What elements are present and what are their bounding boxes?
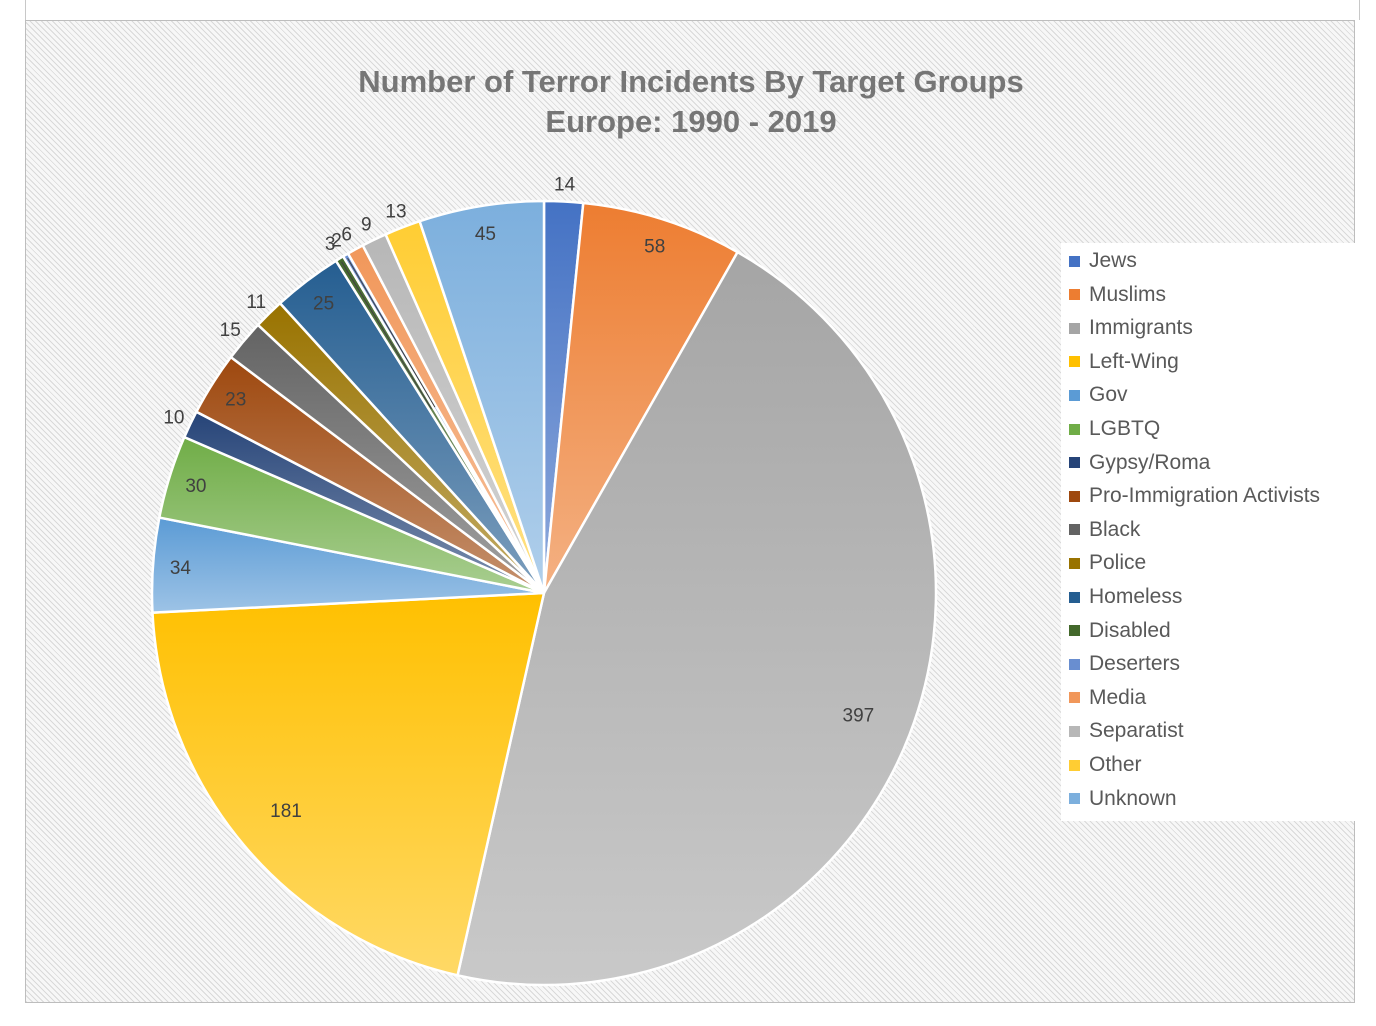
legend-label: Homeless <box>1089 585 1183 608</box>
data-label-muslims: 58 <box>644 237 665 258</box>
pie-slices <box>150 199 938 987</box>
pie-chart: Number of Terror Incidents By Target Gro… <box>150 64 1024 987</box>
legend-label: Other <box>1089 753 1142 776</box>
legend-swatch <box>1069 759 1080 771</box>
data-label-other: 13 <box>385 202 406 223</box>
legend-label: Gov <box>1089 383 1128 407</box>
legend-item-separatist[interactable]: Separatist <box>1069 718 1184 744</box>
data-label-left-wing: 181 <box>270 801 302 822</box>
legend-label: Deserters <box>1089 652 1181 676</box>
data-label-police: 11 <box>246 292 266 313</box>
legend-item-gov[interactable]: Gov <box>1069 382 1128 408</box>
pie-slice-left-wing[interactable] <box>151 591 546 977</box>
legend-swatch <box>1069 591 1080 603</box>
legend-swatch <box>1069 356 1080 368</box>
legend-label: Separatist <box>1089 719 1184 743</box>
legend-label: Left-Wing <box>1089 349 1179 373</box>
data-label-disabled: 3 <box>325 234 336 255</box>
legend-swatch <box>1069 255 1080 267</box>
chart-legend: Jews Muslims Immigrants Left-Wing Gov LGBTQ Gy… <box>1061 243 1361 821</box>
data-label-separatist: 9 <box>361 215 372 236</box>
legend-item-disabled[interactable]: Disabled <box>1069 618 1171 644</box>
document-page-frame <box>25 0 1360 20</box>
data-label-gypsy-roma: 10 <box>163 408 184 429</box>
legend-swatch <box>1069 557 1080 569</box>
legend-label: Immigrants <box>1089 316 1193 340</box>
data-label-deserters: 2 <box>331 230 342 251</box>
legend-item-jews[interactable]: Jews <box>1069 248 1137 274</box>
data-label-lgbtq: 30 <box>185 476 206 497</box>
legend-item-lgbtq[interactable]: LGBTQ <box>1069 416 1160 442</box>
legend-swatch <box>1069 692 1080 704</box>
legend-label: Muslims <box>1089 282 1166 306</box>
legend-item-media[interactable]: Media <box>1069 685 1146 711</box>
data-label-media: 6 <box>341 225 352 246</box>
data-label-black: 15 <box>220 320 241 341</box>
legend-item-black[interactable]: Black <box>1069 517 1140 543</box>
legend-swatch <box>1069 322 1080 334</box>
legend-item-police[interactable]: Police <box>1069 550 1146 576</box>
data-label-gov: 34 <box>170 558 192 579</box>
leader-line <box>347 258 436 408</box>
legend-label: Gypsy/Roma <box>1089 450 1211 474</box>
legend-swatch <box>1069 658 1080 670</box>
legend-item-gypsy-roma[interactable]: Gypsy/Roma <box>1069 450 1210 476</box>
legend-item-immigrants[interactable]: Immigrants <box>1069 315 1193 341</box>
legend-swatch <box>1069 524 1080 536</box>
pie-slice-immigrants[interactable] <box>456 250 938 987</box>
data-label-pro-immigration-activists: 23 <box>225 389 246 410</box>
legend-label: Disabled <box>1089 618 1171 642</box>
pie-slice-muslims[interactable] <box>542 201 740 594</box>
legend-swatch <box>1069 457 1080 469</box>
legend-label: Black <box>1089 517 1141 541</box>
legend-swatch <box>1069 289 1080 301</box>
legend-item-other[interactable]: Other <box>1069 752 1142 778</box>
legend-label: Jews <box>1089 249 1137 272</box>
legend-swatch <box>1069 389 1080 401</box>
legend-item-muslims[interactable]: Muslims <box>1069 282 1166 308</box>
pie-slice-unknown[interactable] <box>418 199 546 594</box>
legend-item-homeless[interactable]: Homeless <box>1069 584 1182 610</box>
legend-item-unknown[interactable]: Unknown <box>1069 786 1177 812</box>
legend-item-pro-immigration-activists[interactable]: Pro-Immigration Activists <box>1069 483 1320 509</box>
legend-swatch <box>1069 423 1080 435</box>
legend-label: Media <box>1089 685 1147 709</box>
legend-label: Unknown <box>1089 786 1177 810</box>
legend-swatch <box>1069 793 1080 805</box>
chart-title: Number of Terror Incidents By Target Gro… <box>358 64 1023 99</box>
legend-swatch <box>1069 490 1080 502</box>
chart-area[interactable]: Number of Terror Incidents By Target Gro… <box>25 20 1361 1003</box>
data-label-unknown: 45 <box>475 224 496 245</box>
data-label-jews: 14 <box>554 175 576 196</box>
leader-line <box>341 261 432 410</box>
legend-swatch <box>1069 625 1080 637</box>
legend-item-left-wing[interactable]: Left-Wing <box>1069 349 1179 375</box>
legend-label: LGBTQ <box>1089 417 1161 440</box>
data-label-immigrants: 397 <box>843 706 875 727</box>
legend-swatch <box>1069 725 1080 737</box>
data-label-homeless: 25 <box>313 294 334 315</box>
legend-item-deserters[interactable]: Deserters <box>1069 651 1180 677</box>
chart-subtitle: Europe: 1990 - 2019 <box>545 104 836 139</box>
legend-label: Police <box>1089 551 1147 575</box>
legend-label: Pro-Immigration Activists <box>1089 484 1321 508</box>
